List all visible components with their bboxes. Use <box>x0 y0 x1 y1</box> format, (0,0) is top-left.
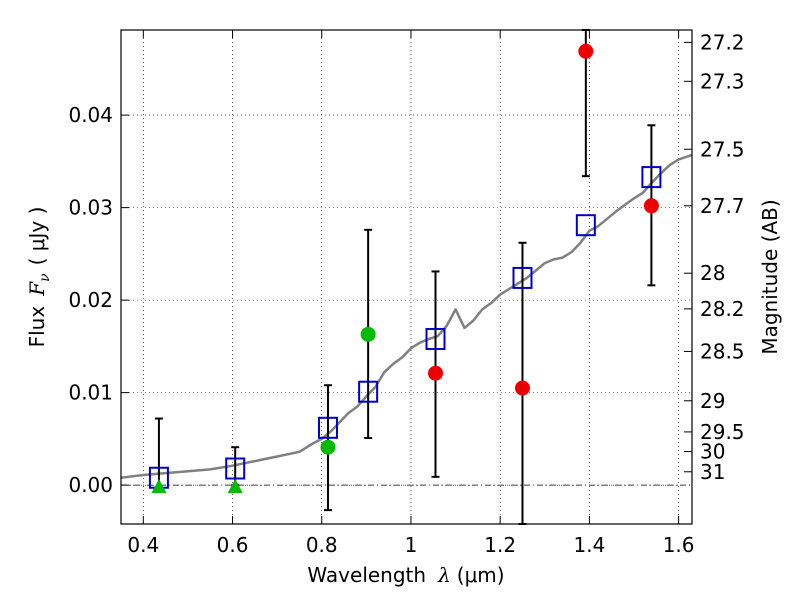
magnitude-tick-label: 28 <box>700 261 725 285</box>
x-tick-label: 1.4 <box>573 533 605 557</box>
x-axis-ticks: 0.4 0.6 0.8 1 1.2 1.4 1.6 <box>127 30 695 557</box>
magnitude-tick-label: 30 <box>700 440 725 464</box>
y-tick-label: 0.03 <box>68 196 113 220</box>
magnitude-tick-label: 27.7 <box>700 194 745 218</box>
detection-circle-marker <box>514 380 530 396</box>
upper-limit-triangle-marker <box>227 478 243 493</box>
detection-circle-marker <box>320 439 336 455</box>
x-tick-label: 1.2 <box>484 533 516 557</box>
y2-axis-label: Magnitude (AB) <box>758 199 782 354</box>
model-square-marker <box>317 416 338 439</box>
detection-circle-marker <box>643 198 659 214</box>
x-axis-label: Wavelength λ (μm) <box>307 563 504 587</box>
y-tick-label: 0.01 <box>68 381 113 405</box>
y-tick-label: 0.02 <box>68 288 113 312</box>
magnitude-tick-label: 28.2 <box>700 297 745 321</box>
x-tick-label: 0.6 <box>217 533 249 557</box>
model-square-marker <box>425 327 446 350</box>
x-tick-label: 1 <box>405 533 418 557</box>
y-axis-ticks: 0.00 0.01 0.02 0.03 0.04 <box>68 103 129 497</box>
x-tick-label: 1.6 <box>663 533 695 557</box>
magnitude-tick-label: 28.5 <box>700 339 745 363</box>
x-tick-label: 0.4 <box>127 533 159 557</box>
x-tick-label: 0.8 <box>306 533 338 557</box>
detection-circle-marker <box>578 43 594 59</box>
y-axis-label: FluxFν( μJy ) <box>25 207 53 348</box>
model-square-marker <box>358 380 379 403</box>
model-square-marker <box>225 457 246 480</box>
plot-background <box>121 30 692 524</box>
upper-limit-triangle-marker <box>151 478 167 493</box>
magnitude-tick-label: 27.3 <box>700 69 745 93</box>
detection-circle-marker <box>427 365 443 381</box>
spectrum-line <box>120 153 693 479</box>
magnitude-tick-label: 29 <box>700 389 725 413</box>
magnitude-tick-label: 27.5 <box>700 137 745 161</box>
magnitude-tick-label: 29.5 <box>700 420 745 444</box>
plot-frame <box>120 29 693 525</box>
model-square-marker <box>512 266 533 289</box>
detection-circle-marker <box>360 326 376 342</box>
model-square-marker <box>641 166 662 189</box>
spectrum-line-layer <box>120 153 693 479</box>
magnitude-tick-label: 27.2 <box>700 30 745 54</box>
magnitude-tick-label: 31 <box>700 460 725 484</box>
y-tick-label: 0.00 <box>68 473 113 497</box>
y-tick-label: 0.04 <box>68 103 113 127</box>
markers <box>148 43 662 493</box>
model-square-marker <box>575 214 596 237</box>
